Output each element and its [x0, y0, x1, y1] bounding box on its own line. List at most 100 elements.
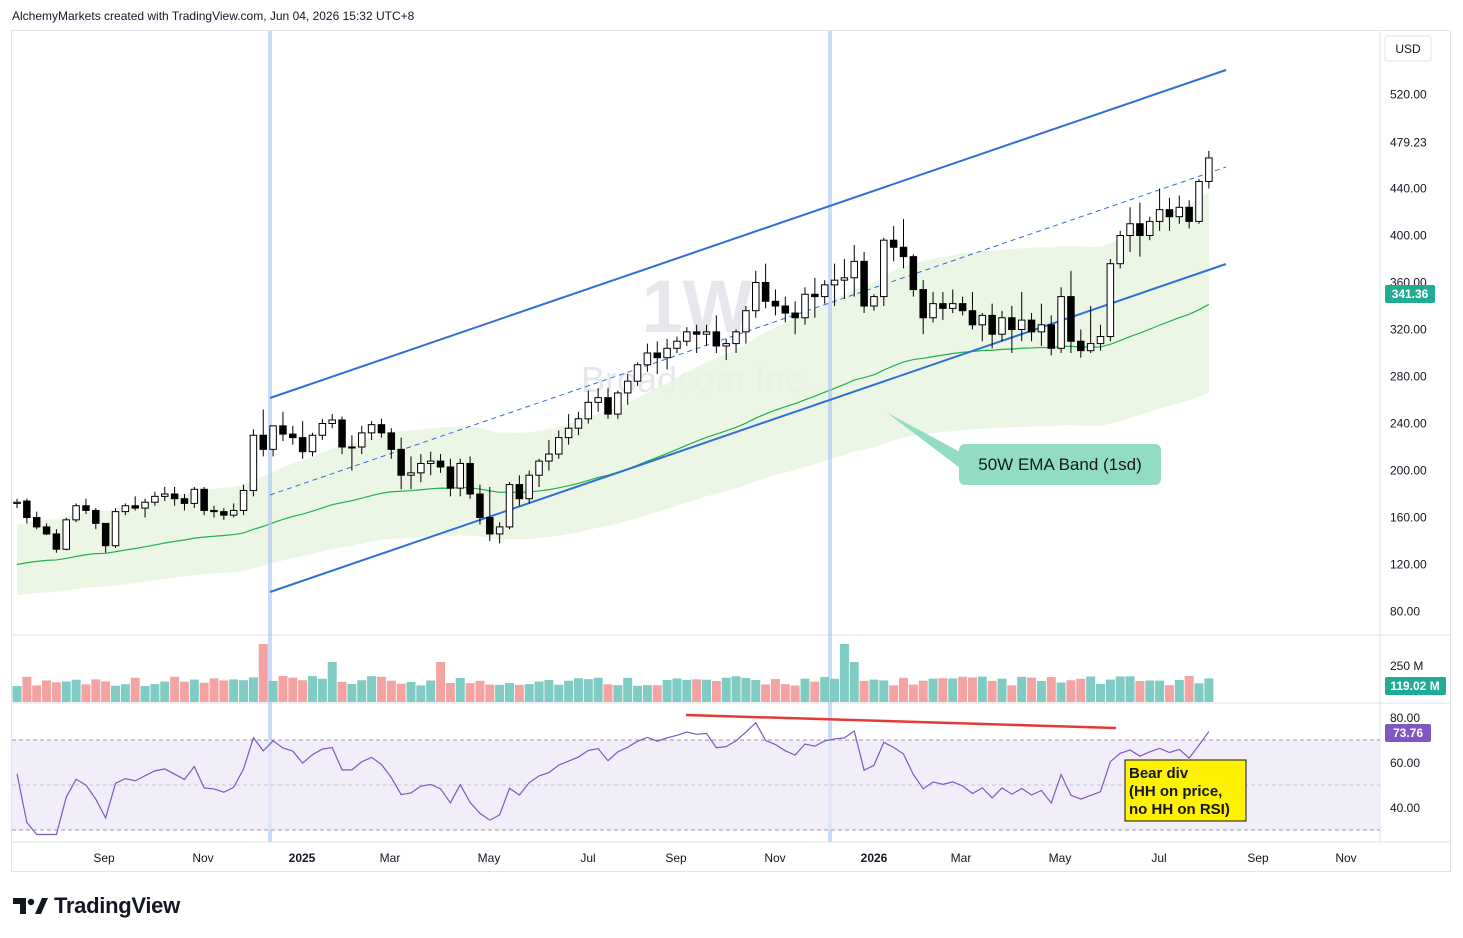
candle[interactable] — [1027, 313, 1036, 342]
candle[interactable] — [633, 362, 642, 386]
candle[interactable] — [998, 310, 1006, 342]
candle[interactable] — [476, 484, 484, 525]
candle[interactable] — [358, 425, 366, 455]
candle[interactable] — [929, 291, 937, 323]
candle[interactable] — [722, 338, 730, 361]
candle[interactable] — [32, 511, 41, 530]
time-axis[interactable]: Sep Nov 2025 Mar May Jul Sep Nov 2026 Mar May Jul Se… — [93, 851, 1356, 865]
candle[interactable] — [426, 451, 435, 476]
candle[interactable] — [1047, 315, 1055, 356]
candle[interactable] — [1205, 150, 1213, 189]
candle[interactable] — [249, 429, 258, 497]
candle[interactable] — [141, 498, 149, 518]
candle[interactable] — [101, 522, 110, 553]
candle[interactable] — [919, 280, 927, 335]
candle[interactable] — [466, 456, 474, 499]
candle[interactable] — [1116, 230, 1124, 269]
candle[interactable] — [574, 411, 583, 436]
candle[interactable] — [564, 414, 573, 445]
candle[interactable] — [200, 486, 208, 516]
candle[interactable] — [732, 329, 740, 354]
candle[interactable] — [210, 505, 218, 518]
candle[interactable] — [781, 296, 790, 323]
candle[interactable] — [988, 303, 996, 349]
candle[interactable] — [279, 411, 287, 442]
candle[interactable] — [742, 306, 750, 344]
candle[interactable] — [791, 301, 799, 335]
candle[interactable] — [702, 324, 711, 346]
candle[interactable] — [880, 237, 888, 306]
candle[interactable] — [978, 313, 987, 342]
candle[interactable] — [1165, 197, 1174, 231]
candle[interactable] — [495, 522, 504, 544]
bear-divergence-line[interactable] — [685, 713, 1117, 730]
candle[interactable] — [820, 280, 829, 304]
candle[interactable] — [436, 454, 445, 473]
candle[interactable] — [259, 409, 267, 457]
candle[interactable] — [623, 374, 632, 405]
candle[interactable] — [515, 475, 524, 506]
candle[interactable] — [594, 388, 602, 412]
candle[interactable] — [82, 498, 90, 514]
channel-upper-line[interactable] — [269, 69, 1227, 399]
candle[interactable] — [752, 270, 760, 318]
candle[interactable] — [1037, 303, 1046, 346]
candle[interactable] — [555, 430, 563, 459]
candle[interactable] — [446, 458, 455, 497]
candle[interactable] — [407, 456, 415, 490]
candle[interactable] — [1017, 291, 1026, 342]
candle[interactable] — [62, 517, 70, 551]
candle[interactable] — [840, 259, 849, 299]
candle[interactable] — [52, 529, 61, 553]
candle[interactable] — [673, 336, 681, 353]
candle[interactable] — [653, 341, 661, 375]
candle[interactable] — [1185, 200, 1193, 229]
candle[interactable] — [486, 486, 494, 541]
candle[interactable] — [830, 263, 839, 306]
candle[interactable] — [92, 508, 100, 530]
candle[interactable] — [801, 287, 809, 325]
candle[interactable] — [958, 296, 967, 316]
candle[interactable] — [1155, 188, 1164, 231]
currency-button[interactable] — [1384, 35, 1432, 62]
candle[interactable] — [338, 416, 346, 455]
candle[interactable] — [13, 498, 21, 509]
candle[interactable] — [1057, 287, 1065, 353]
candle[interactable] — [949, 289, 957, 314]
candle[interactable] — [1146, 216, 1154, 241]
candle[interactable] — [771, 289, 780, 316]
candle[interactable] — [535, 458, 543, 487]
candle[interactable] — [584, 390, 593, 424]
candle[interactable] — [1175, 195, 1184, 224]
candle[interactable] — [761, 263, 770, 309]
candle[interactable] — [663, 338, 671, 370]
candle[interactable] — [367, 421, 376, 440]
candle[interactable] — [239, 484, 248, 516]
candle[interactable] — [328, 414, 336, 429]
candle[interactable] — [968, 291, 977, 330]
candle[interactable] — [545, 439, 553, 471]
candle[interactable] — [1136, 202, 1144, 257]
candle[interactable] — [643, 343, 652, 372]
candle[interactable] — [229, 503, 238, 518]
candle[interactable] — [939, 291, 947, 321]
candle[interactable] — [387, 428, 396, 459]
candle[interactable] — [850, 244, 858, 297]
candle[interactable] — [909, 254, 918, 297]
candle[interactable] — [72, 503, 80, 523]
candle[interactable] — [1008, 306, 1016, 353]
candle[interactable] — [1067, 270, 1075, 353]
candle[interactable] — [870, 294, 878, 311]
candle[interactable] — [151, 491, 159, 506]
candle[interactable] — [712, 315, 721, 353]
candle[interactable] — [170, 486, 179, 506]
candle[interactable] — [1195, 179, 1203, 224]
candle[interactable] — [220, 508, 228, 520]
candle[interactable] — [397, 437, 405, 490]
candle[interactable] — [180, 494, 189, 511]
candle[interactable] — [505, 482, 514, 530]
candle[interactable] — [308, 432, 317, 457]
candle[interactable] — [42, 523, 51, 536]
candle[interactable] — [121, 503, 130, 516]
candle[interactable] — [456, 458, 464, 497]
